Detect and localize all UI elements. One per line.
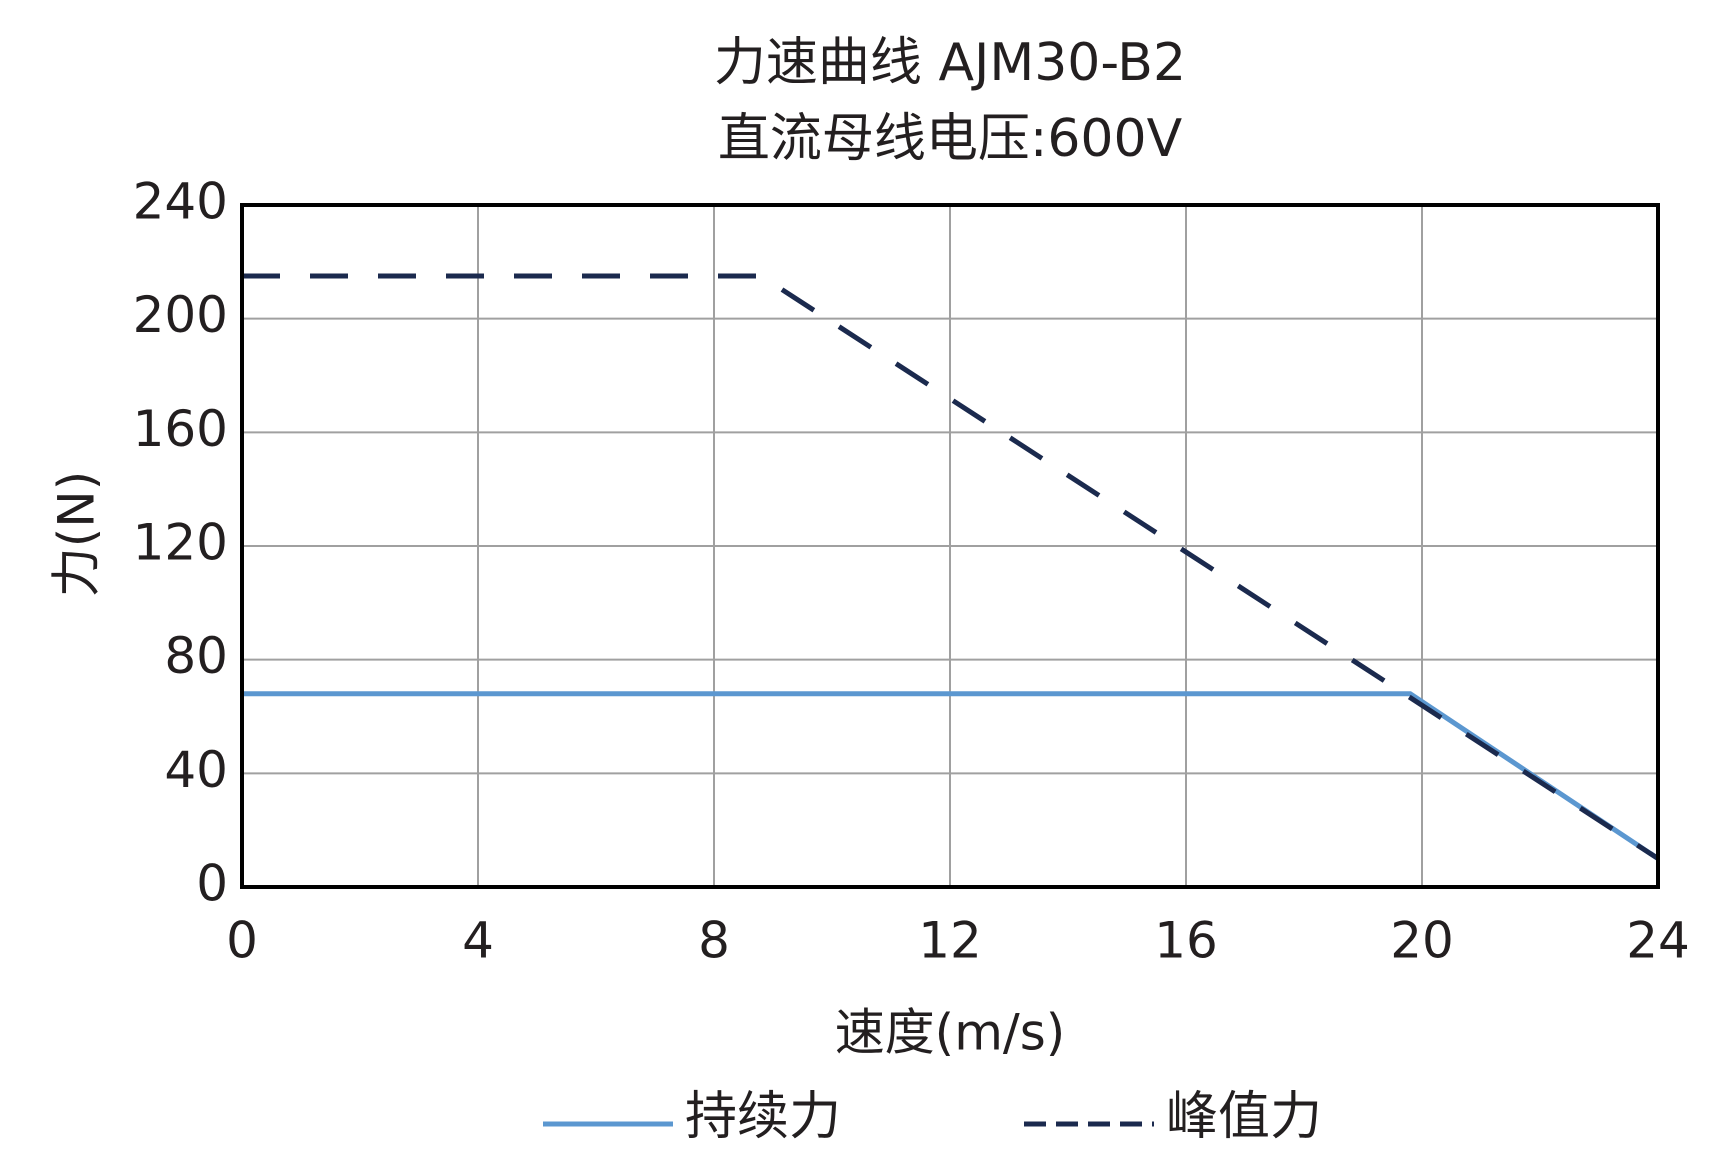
y-tick-label: 80 <box>164 627 228 685</box>
legend: 持续力 峰值力 <box>543 1087 1322 1147</box>
x-axis-label: 速度(m/s) <box>835 1004 1066 1062</box>
x-tick-label: 24 <box>1626 912 1690 970</box>
y-axis-label: 力(N) <box>48 471 106 597</box>
x-tick-label: 0 <box>226 912 258 970</box>
x-tick-label: 16 <box>1154 912 1218 970</box>
x-tick-label: 4 <box>462 912 494 970</box>
y-tick-label: 40 <box>164 741 228 799</box>
chart-subtitle: 直流母线电压:600V <box>718 109 1183 169</box>
y-tick-label: 160 <box>133 400 228 458</box>
x-tick-label: 8 <box>698 912 730 970</box>
legend-label: 持续力 <box>685 1087 841 1147</box>
series-line <box>242 273 1660 861</box>
x-tick-label: 12 <box>918 912 982 970</box>
series-line <box>242 691 1660 861</box>
x-tick-label: 20 <box>1390 912 1454 970</box>
grid: 0 40 80 120 160 200 240 0 4 8 12 16 20 24 <box>133 173 1690 970</box>
y-tick-label: 120 <box>133 514 228 572</box>
plot-frame <box>240 203 1660 889</box>
y-tick-label: 200 <box>133 286 228 344</box>
y-tick-label: 240 <box>133 173 228 231</box>
chart-title: 力速曲线 AJM30-B2 <box>714 33 1186 93</box>
y-tick-label: 0 <box>196 855 228 913</box>
plot-lines <box>242 273 1660 861</box>
legend-label: 峰值力 <box>1166 1087 1322 1147</box>
